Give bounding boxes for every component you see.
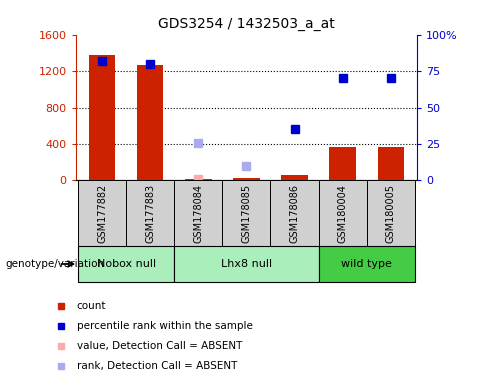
Text: genotype/variation: genotype/variation (5, 259, 104, 269)
Bar (126, 180, 174, 246)
Text: GSM178085: GSM178085 (242, 184, 251, 243)
Bar (319, 247, 415, 281)
Bar (281, 175, 308, 180)
Bar (78, 247, 174, 281)
Bar (270, 180, 319, 246)
Text: GSM177883: GSM177883 (145, 184, 155, 243)
Bar (89, 55, 115, 180)
Text: GSM177882: GSM177882 (97, 184, 107, 243)
Text: Nobox null: Nobox null (97, 259, 156, 269)
Bar (223, 180, 270, 246)
Bar (174, 180, 223, 246)
Bar (185, 179, 212, 180)
Text: percentile rank within the sample: percentile rank within the sample (77, 321, 252, 331)
Text: GSM180004: GSM180004 (338, 184, 347, 243)
Bar (174, 247, 319, 281)
Text: GSM180005: GSM180005 (386, 184, 396, 243)
Text: GSM178084: GSM178084 (193, 184, 203, 243)
Text: value, Detection Call = ABSENT: value, Detection Call = ABSENT (77, 341, 242, 351)
Title: GDS3254 / 1432503_a_at: GDS3254 / 1432503_a_at (158, 17, 335, 31)
Bar (233, 178, 260, 180)
Text: Lhx8 null: Lhx8 null (221, 259, 272, 269)
Bar (319, 180, 366, 246)
Bar (137, 65, 163, 180)
Bar (378, 147, 404, 180)
Text: wild type: wild type (341, 259, 392, 269)
Bar (78, 180, 126, 246)
Text: count: count (77, 301, 106, 311)
Text: rank, Detection Call = ABSENT: rank, Detection Call = ABSENT (77, 361, 237, 371)
Text: GSM178086: GSM178086 (289, 184, 300, 243)
Bar (329, 147, 356, 180)
Bar (366, 180, 415, 246)
